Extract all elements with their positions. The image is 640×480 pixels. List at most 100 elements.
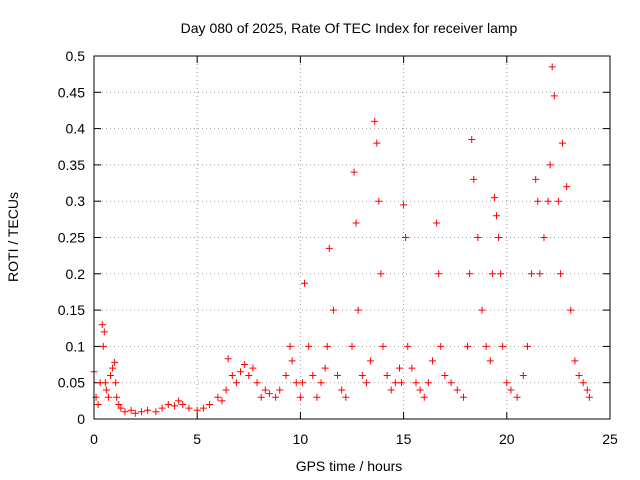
data-point <box>325 244 333 252</box>
data-point <box>137 408 145 416</box>
data-point <box>395 364 403 372</box>
data-point <box>523 342 531 350</box>
y-tick-label: 0.25 <box>58 230 85 246</box>
data-point <box>548 63 556 71</box>
x-tick-label: 25 <box>602 431 618 447</box>
data-point <box>121 408 129 416</box>
data-point <box>468 135 476 143</box>
data-point <box>245 371 253 379</box>
data-point <box>265 390 273 398</box>
grid-lines <box>94 56 610 419</box>
x-axis-label: GPS time / hours <box>296 458 403 474</box>
data-point <box>507 386 515 394</box>
data-point <box>579 379 587 387</box>
data-point <box>276 386 284 394</box>
data-point <box>152 408 160 416</box>
data-point <box>536 270 544 278</box>
data-point <box>567 306 575 314</box>
data-point <box>261 386 269 394</box>
data-points <box>90 63 593 417</box>
data-point <box>367 357 375 365</box>
data-point <box>199 404 207 412</box>
y-tick-label: 0.2 <box>66 266 86 282</box>
data-point <box>482 342 490 350</box>
data-point <box>218 397 226 405</box>
data-point <box>387 386 395 394</box>
data-point <box>115 400 123 408</box>
data-point <box>408 364 416 372</box>
data-point <box>470 175 478 183</box>
data-point <box>544 197 552 205</box>
y-tick-label: 0.1 <box>66 338 86 354</box>
data-point <box>583 386 591 394</box>
data-point <box>253 379 261 387</box>
data-point <box>447 379 455 387</box>
y-axis-label: ROTI / TECUs <box>5 192 21 282</box>
data-point <box>354 306 362 314</box>
data-point <box>321 364 329 372</box>
data-point <box>563 183 571 191</box>
data-point <box>305 342 313 350</box>
x-tick-label: 0 <box>90 431 98 447</box>
axis-ticks: 0 0.05 0.1 0.15 0.2 0.25 0.3 0.35 0.4 0.45 0.5 0 5 10… <box>58 48 618 447</box>
data-point <box>288 357 296 365</box>
data-point <box>546 161 554 169</box>
data-point <box>391 379 399 387</box>
data-point <box>534 197 542 205</box>
y-tick-label: 0.15 <box>58 302 85 318</box>
data-point <box>222 386 230 394</box>
data-point <box>402 234 410 241</box>
data-point <box>400 201 408 209</box>
data-point <box>519 371 527 379</box>
data-point <box>272 393 280 401</box>
data-point <box>459 393 467 401</box>
data-point <box>428 357 436 365</box>
data-point <box>437 342 445 350</box>
data-point <box>575 371 583 379</box>
data-point <box>398 379 406 387</box>
data-point <box>492 212 500 220</box>
data-point <box>358 371 366 379</box>
data-point <box>112 379 120 387</box>
data-point <box>158 404 166 412</box>
y-tick-label: 0.5 <box>66 48 86 64</box>
data-point <box>175 397 183 405</box>
data-point <box>513 393 521 401</box>
data-point <box>348 342 356 350</box>
data-point <box>113 393 121 401</box>
data-point <box>101 379 109 387</box>
data-point <box>100 328 108 336</box>
data-point <box>528 270 536 278</box>
data-point <box>237 368 245 376</box>
data-point <box>379 342 387 350</box>
data-point <box>104 393 112 401</box>
data-point <box>478 306 486 314</box>
y-tick-label: 0.35 <box>58 157 85 173</box>
data-point <box>556 270 564 278</box>
data-point <box>329 306 337 314</box>
data-point <box>371 117 379 125</box>
data-point <box>214 393 222 401</box>
y-tick-label: 0.45 <box>58 84 85 100</box>
chart-title: Day 080 of 2025, Rate Of TEC Index for r… <box>181 20 518 36</box>
data-point <box>309 371 317 379</box>
data-point <box>540 234 548 241</box>
data-point <box>109 364 117 372</box>
y-tick-label: 0 <box>77 411 85 427</box>
data-point <box>131 409 139 417</box>
data-point <box>107 371 115 379</box>
x-tick-label: 5 <box>193 431 201 447</box>
data-point <box>323 342 331 350</box>
data-point <box>164 400 172 408</box>
data-point <box>416 386 424 394</box>
data-point <box>474 234 482 241</box>
data-point <box>412 379 420 387</box>
data-point <box>170 402 178 410</box>
data-point <box>453 386 461 394</box>
data-point <box>241 361 249 369</box>
data-point <box>338 386 346 394</box>
data-point <box>495 234 503 241</box>
data-point <box>98 321 106 329</box>
